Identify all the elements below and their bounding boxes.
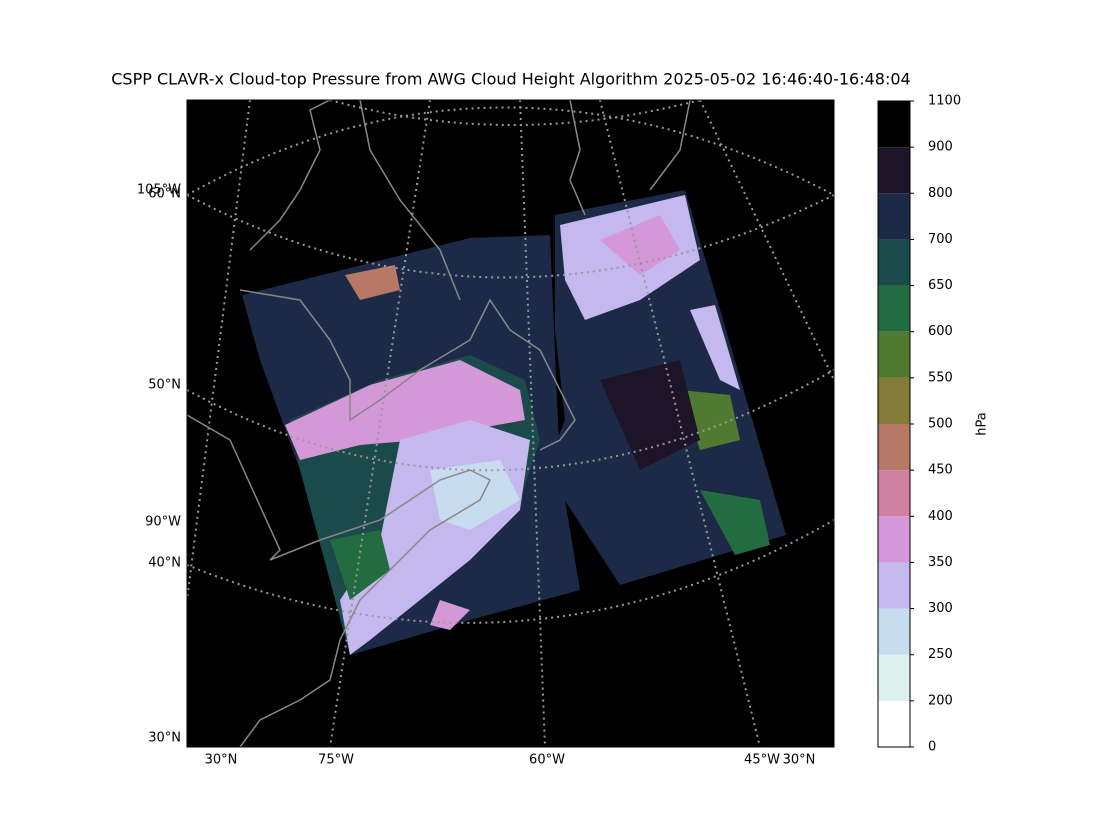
lat-lon-label: 30°N — [205, 753, 238, 768]
map-frame — [186, 99, 835, 748]
colorbar-tick-label: 600 — [928, 324, 953, 339]
lat-lon-label: 40°N — [148, 556, 181, 571]
colorbar-segment — [878, 285, 910, 332]
colorbar-tick-label: 250 — [928, 647, 953, 662]
lat-lon-label: 90°W — [145, 515, 181, 530]
colorbar-segment — [878, 516, 910, 563]
colorbar-tick-label: 0 — [928, 740, 936, 755]
title: CSPP CLAVR-x Cloud-top Pressure from AWG… — [111, 70, 910, 89]
colorbar-tick-label: 350 — [928, 555, 953, 570]
colorbar-tick-label: 400 — [928, 509, 953, 524]
colorbar-tick-label: 800 — [928, 186, 953, 201]
colorbar-tick-label: 300 — [928, 601, 953, 616]
lat-lon-label: 30°N — [148, 731, 181, 746]
colorbar-tick-label: 900 — [928, 140, 953, 155]
lat-lon-label: 105°W — [137, 183, 181, 198]
colorbar-segment — [878, 101, 910, 148]
colorbar-tick-label: 650 — [928, 278, 953, 293]
colorbar-segment — [878, 608, 910, 655]
colorbar-segment — [878, 700, 910, 747]
colorbar-tick-label: 500 — [928, 417, 953, 432]
colorbar-tick-label: 700 — [928, 232, 953, 247]
colorbar-tick-label: 550 — [928, 370, 953, 385]
colorbar-segment — [878, 562, 910, 609]
lat-lon-label: 60°N — [148, 187, 181, 202]
colorbar-segment — [878, 239, 910, 286]
colorbar-tick-label: 450 — [928, 463, 953, 478]
map — [187, 100, 834, 747]
colorbar-segment — [878, 331, 910, 378]
lat-lon-label: 60°W — [529, 753, 565, 768]
lat-lon-label: 45°W — [744, 753, 780, 768]
lat-lon-label: 50°N — [148, 378, 181, 393]
colorbar-label: hPa — [975, 412, 990, 435]
colorbar-tick-label: 200 — [928, 693, 953, 708]
colorbar-segment — [878, 424, 910, 471]
colorbar-segment — [878, 377, 910, 424]
lat-lon-label: 75°W — [318, 753, 354, 768]
lat-lon-label: 30°N — [783, 753, 816, 768]
colorbar-segment — [878, 193, 910, 240]
colorbar-tick-label: 1100 — [928, 94, 961, 109]
colorbar-segment — [878, 147, 910, 194]
colorbar-segment — [878, 470, 910, 517]
colorbar-segment — [878, 654, 910, 701]
